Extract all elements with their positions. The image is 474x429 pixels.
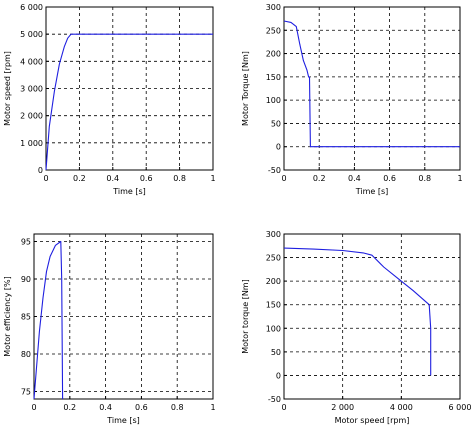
y-tick-label: 6 000 bbox=[20, 3, 43, 12]
x-tick-label: 0.4 bbox=[99, 403, 112, 412]
plot-frame bbox=[283, 6, 461, 171]
x-tick-label: 0 bbox=[281, 174, 286, 183]
y-tick-label: 150 bbox=[266, 301, 281, 310]
x-tick-label: 0.2 bbox=[73, 174, 86, 183]
y-tick-label: -50 bbox=[268, 395, 281, 404]
y-tick-label: 100 bbox=[266, 96, 281, 105]
y-tick-label: 250 bbox=[266, 254, 281, 263]
y-tick-label: 150 bbox=[266, 73, 281, 82]
x-axis-label: Time [s] bbox=[106, 416, 140, 425]
y-tick-label: 0 bbox=[276, 371, 281, 380]
series-line bbox=[45, 33, 213, 171]
y-tick-label: 0 bbox=[38, 166, 43, 175]
y-tick-label: 4 000 bbox=[20, 57, 43, 66]
x-tick-label: 0.2 bbox=[313, 174, 326, 183]
y-tick-label: 100 bbox=[266, 324, 281, 333]
y-tick-label: 50 bbox=[271, 119, 281, 128]
y-tick-label: 2 000 bbox=[20, 112, 43, 121]
panel-speed: 0 0.2 0.4 0.6 0.8 1 0 1 000 2 000 3 000 4 000 5 000… bbox=[3, 3, 216, 196]
y-tick-label: 1 000 bbox=[20, 139, 43, 148]
x-axis-label: Time [s] bbox=[355, 187, 389, 196]
x-tick-label: 0.8 bbox=[418, 174, 431, 183]
panel-efficiency: 0 0.2 0.4 0.6 0.8 1 75 80 85 90 95 Time [s] Motor ef… bbox=[3, 233, 216, 425]
y-tick-label: 3 000 bbox=[20, 85, 43, 94]
panel-torque-time: 0 0.2 0.4 0.6 0.8 1-50050100150200250300Time … bbox=[241, 3, 463, 196]
x-tick-label: 2 000 bbox=[331, 403, 354, 412]
x-tick-label: 0.8 bbox=[171, 403, 184, 412]
x-axis-label: Motor speed [rpm] bbox=[335, 416, 410, 425]
y-tick-label: 0 bbox=[276, 143, 281, 152]
y-axis-label: Motor torque [Nm] bbox=[241, 279, 250, 353]
plot-frame bbox=[283, 233, 461, 400]
x-tick-label: 4 000 bbox=[390, 403, 413, 412]
x-tick-label: 0.6 bbox=[140, 174, 153, 183]
y-tick-label: 50 bbox=[271, 348, 281, 357]
y-tick-label: 90 bbox=[21, 275, 31, 284]
y-tick-label: 250 bbox=[266, 26, 281, 35]
y-tick-label: -50 bbox=[268, 166, 281, 175]
series-line bbox=[33, 240, 64, 400]
y-tick-label: 80 bbox=[21, 350, 31, 359]
x-tick-label: 0.8 bbox=[173, 174, 186, 183]
x-tick-label: 0 bbox=[281, 403, 286, 412]
y-tick-label: 300 bbox=[266, 3, 281, 12]
x-tick-label: 0.6 bbox=[383, 174, 396, 183]
x-tick-label: 1 bbox=[457, 174, 462, 183]
y-axis-label: Motor speed [rpm] bbox=[3, 51, 12, 126]
y-tick-label: 5 000 bbox=[20, 30, 43, 39]
x-tick-label: 0 bbox=[31, 403, 36, 412]
x-tick-label: 0.4 bbox=[348, 174, 361, 183]
y-tick-label: 200 bbox=[266, 50, 281, 59]
y-tick-label: 95 bbox=[21, 238, 31, 247]
x-tick-label: 0.2 bbox=[63, 403, 76, 412]
x-tick-label: 1 bbox=[210, 174, 215, 183]
y-tick-label: 75 bbox=[21, 388, 31, 397]
y-axis-label: Motor Torque [Nm] bbox=[241, 51, 250, 126]
series-line bbox=[283, 247, 432, 376]
x-tick-label: 0.6 bbox=[135, 403, 148, 412]
x-tick-label: 6 000 bbox=[449, 403, 472, 412]
x-tick-label: 0.4 bbox=[106, 174, 119, 183]
x-axis-label: Time [s] bbox=[112, 187, 146, 196]
y-tick-label: 200 bbox=[266, 277, 281, 286]
x-tick-label: 0 bbox=[43, 174, 48, 183]
y-tick-label: 85 bbox=[21, 313, 31, 322]
series-line bbox=[283, 20, 460, 148]
x-tick-label: 1 bbox=[210, 403, 215, 412]
y-tick-label: 300 bbox=[266, 230, 281, 239]
y-axis-label: Motor efficiency [%] bbox=[3, 276, 12, 356]
